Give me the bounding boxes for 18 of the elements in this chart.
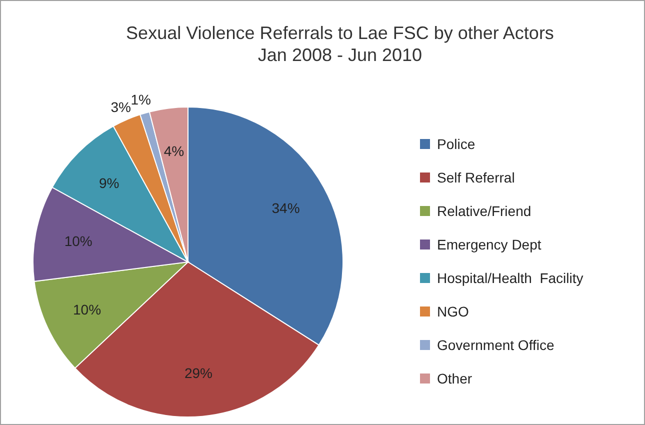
data-label: 9% bbox=[98, 174, 120, 191]
data-label: 10% bbox=[64, 232, 92, 249]
legend-label: Relative/Friend bbox=[437, 202, 532, 219]
data-label: 4% bbox=[164, 143, 184, 160]
data-label: 34% bbox=[272, 200, 300, 216]
chart-title: Sexual Violence Referrals to Lae FSC by other Actors bbox=[126, 23, 554, 43]
legend-label: Police bbox=[437, 136, 476, 152]
legend-label: Government Office bbox=[437, 336, 554, 353]
legend-label: Emergency Dept bbox=[437, 236, 542, 252]
chart-subtitle: Jan 2008 - Jun 2010 bbox=[258, 45, 422, 65]
legend-label: Self Referral bbox=[437, 169, 515, 186]
legend-label: NGO bbox=[437, 303, 469, 320]
legend-label: Hospital/Health Facility bbox=[437, 270, 584, 286]
data-label: 29% bbox=[184, 365, 213, 382]
data-label: 10% bbox=[73, 301, 102, 318]
data-label: 3% bbox=[110, 98, 131, 115]
legend-label: Other bbox=[437, 370, 472, 386]
data-label: 1% bbox=[130, 92, 151, 108]
